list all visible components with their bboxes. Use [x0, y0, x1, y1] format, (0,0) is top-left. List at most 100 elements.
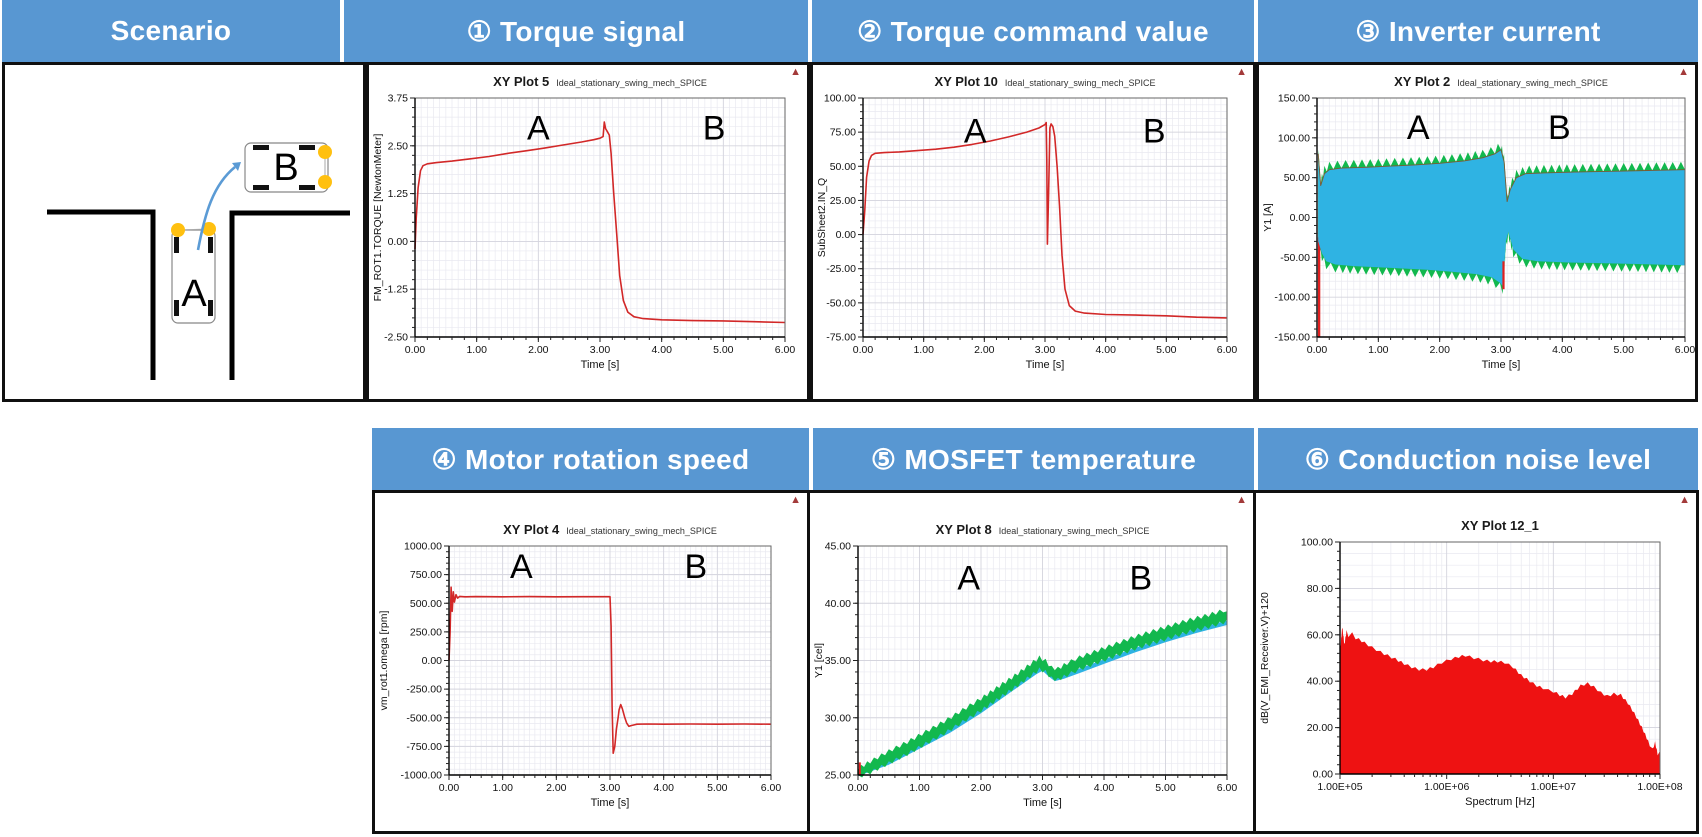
svg-text:B: B [1130, 559, 1153, 597]
svg-text:0.00: 0.00 [1313, 769, 1334, 781]
svg-text:5.00: 5.00 [1155, 782, 1176, 794]
svg-text:80.00: 80.00 [1307, 583, 1333, 595]
car-b-wheel [253, 145, 269, 150]
svg-text:FM_ROT1.TORQUE [NewtonMeter]: FM_ROT1.TORQUE [NewtonMeter] [372, 133, 384, 301]
car-a-label: A [181, 273, 207, 315]
svg-text:4.00: 4.00 [1094, 782, 1115, 794]
alert-triangle-icon: ▲ [1236, 66, 1247, 78]
svg-text:20.00: 20.00 [1307, 722, 1333, 734]
car-a-wheel [174, 237, 179, 253]
svg-text:75.00: 75.00 [830, 127, 856, 139]
svg-text:-25.00: -25.00 [826, 263, 856, 275]
svg-text:B: B [685, 548, 708, 586]
svg-text:-150.00: -150.00 [1274, 332, 1310, 344]
svg-text:XY Plot 12_1: XY Plot 12_1 [1461, 518, 1539, 533]
car-b-body [244, 142, 329, 193]
svg-text:-100.00: -100.00 [1274, 292, 1310, 304]
car-a-marker-dot [202, 222, 216, 236]
car-b-wheel [253, 185, 269, 190]
svg-text:50.00: 50.00 [1284, 172, 1310, 184]
svg-text:1.00: 1.00 [1368, 344, 1389, 356]
svg-text:50.00: 50.00 [830, 161, 856, 173]
svg-text:2.00: 2.00 [1429, 344, 1450, 356]
svg-text:Time [s]: Time [s] [581, 359, 620, 371]
svg-text:4.00: 4.00 [1095, 344, 1116, 356]
svg-text:-50.00: -50.00 [826, 297, 856, 309]
svg-text:2.00: 2.00 [974, 344, 995, 356]
svg-text:0.00: 0.00 [439, 782, 460, 794]
car-b-marker-dot [318, 145, 332, 159]
panel-mosfet-temp: 0.00 1.00 2.00 3.00 4.00 5.00 6.00 45.00 40.00 35… [807, 490, 1256, 834]
svg-text:40.00: 40.00 [1307, 676, 1333, 688]
svg-text:1.00E+05: 1.00E+05 [1317, 781, 1362, 793]
car-b-label: B [273, 147, 298, 189]
svg-text:1000.00: 1000.00 [404, 541, 442, 553]
car-a-marker-dot [171, 223, 185, 237]
svg-text:Time [s]: Time [s] [591, 797, 630, 809]
svg-text:A: A [527, 109, 550, 147]
scenario-diagram: B A [47, 142, 350, 380]
panel-conduction-noise: 1.00E+05 1.00E+06 1.00E+07 1.00E+08 100.00 80… [1253, 490, 1699, 834]
svg-text:5.00: 5.00 [713, 344, 734, 356]
svg-text:250.00: 250.00 [410, 626, 442, 638]
svg-text:vm_rot1.omega [rpm]: vm_rot1.omega [rpm] [378, 611, 390, 711]
svg-text:750.00: 750.00 [410, 569, 442, 581]
svg-text:2.50: 2.50 [388, 140, 409, 152]
svg-text:SubSheet2.IN_Q: SubSheet2.IN_Q [816, 178, 828, 257]
svg-text:35.00: 35.00 [825, 655, 851, 667]
svg-text:1.25: 1.25 [388, 188, 409, 200]
svg-text:500.00: 500.00 [410, 598, 442, 610]
panel-header-torque-command: ② Torque command value [812, 0, 1254, 62]
svg-text:-1000.00: -1000.00 [401, 770, 443, 782]
svg-text:5.00: 5.00 [1613, 344, 1634, 356]
panel-header-motor-speed: ④ Motor rotation speed [372, 428, 809, 490]
car-a-wheel [208, 237, 213, 253]
svg-text:-50.00: -50.00 [1280, 252, 1310, 264]
svg-text:25.00: 25.00 [825, 770, 851, 782]
svg-text:dB(V_EMI_Receiver.V)+120: dB(V_EMI_Receiver.V)+120 [1259, 592, 1271, 724]
svg-text:0.00: 0.00 [388, 236, 409, 248]
svg-text:Time [s]: Time [s] [1482, 359, 1521, 371]
svg-text:1.00: 1.00 [913, 344, 934, 356]
svg-text:6.00: 6.00 [1217, 782, 1238, 794]
svg-text:0.00: 0.00 [422, 655, 443, 667]
svg-text:1.00: 1.00 [909, 782, 930, 794]
svg-text:1.00E+06: 1.00E+06 [1424, 781, 1469, 793]
alert-triangle-icon: ▲ [1679, 494, 1690, 506]
svg-text:1.00E+08: 1.00E+08 [1637, 781, 1682, 793]
svg-text:A: A [957, 559, 980, 597]
svg-text:0.00: 0.00 [848, 782, 869, 794]
svg-text:1.00E+07: 1.00E+07 [1531, 781, 1576, 793]
car-b-wheel [299, 145, 315, 150]
svg-text:-1.25: -1.25 [384, 284, 408, 296]
panel-header-conduction-noise: ⑥ Conduction noise level [1258, 428, 1698, 490]
svg-text:2.00: 2.00 [528, 344, 549, 356]
panel-header-torque-signal: ① Torque signal [344, 0, 808, 62]
svg-text:3.00: 3.00 [1035, 344, 1056, 356]
panel-header-mosfet-temp: ⑤ MOSFET temperature [813, 428, 1254, 490]
panel-header-inverter-current: ③ Inverter current [1258, 0, 1698, 62]
svg-text:B: B [1143, 112, 1166, 150]
svg-text:Time [s]: Time [s] [1026, 359, 1065, 371]
xy-plot-10-chart: 0.00 1.00 2.00 3.00 4.00 5.00 6.00 100.00 75.00 5… [813, 65, 1253, 399]
svg-text:4.00: 4.00 [651, 344, 672, 356]
svg-text:0.00: 0.00 [836, 229, 857, 241]
svg-text:3.00: 3.00 [600, 782, 621, 794]
svg-text:60.00: 60.00 [1307, 629, 1333, 641]
xy-plot-8-chart: 0.00 1.00 2.00 3.00 4.00 5.00 6.00 45.00 40.00 35… [810, 493, 1253, 831]
svg-text:100.00: 100.00 [1301, 537, 1333, 549]
svg-text:B: B [1548, 109, 1571, 147]
svg-text:150.00: 150.00 [1278, 93, 1310, 105]
svg-text:Y1 [cel]: Y1 [cel] [813, 643, 825, 678]
svg-text:A: A [510, 548, 533, 586]
svg-text:3.00: 3.00 [1032, 782, 1053, 794]
xy-plot-4-chart: 0.00 1.00 2.00 3.00 4.00 5.00 6.00 1000.00 750.0… [375, 493, 807, 831]
svg-text:4.00: 4.00 [1552, 344, 1573, 356]
svg-text:-750.00: -750.00 [406, 741, 442, 753]
svg-text:4.00: 4.00 [653, 782, 674, 794]
svg-text:100.00: 100.00 [824, 93, 856, 105]
